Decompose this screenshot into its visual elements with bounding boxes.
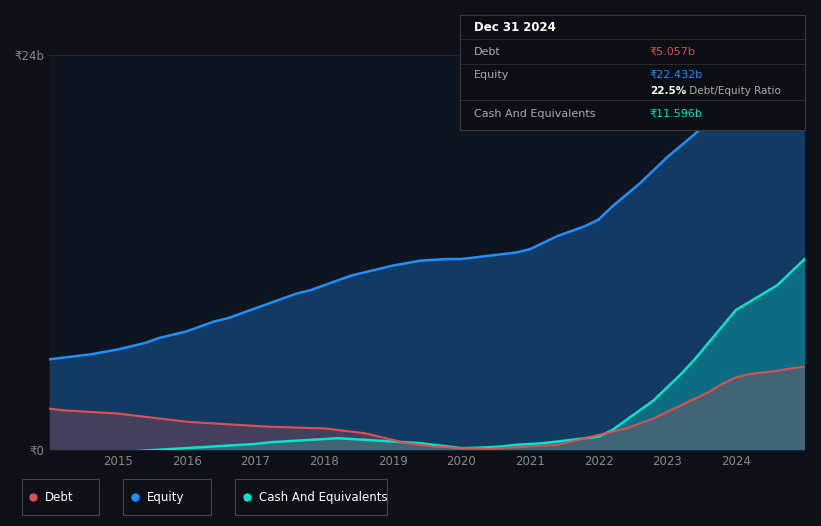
Text: Cash And Equivalents: Cash And Equivalents	[259, 491, 388, 503]
Text: ₹22.432b: ₹22.432b	[649, 70, 703, 80]
Text: Debt/Equity Ratio: Debt/Equity Ratio	[686, 86, 781, 96]
Text: Equity: Equity	[147, 491, 184, 503]
Text: ₹5.057b: ₹5.057b	[649, 47, 695, 57]
Text: Dec 31 2024: Dec 31 2024	[474, 21, 556, 34]
Text: Equity: Equity	[474, 70, 509, 80]
Text: Debt: Debt	[474, 47, 501, 57]
Text: 22.5%: 22.5%	[649, 86, 686, 96]
Text: Debt: Debt	[45, 491, 74, 503]
Text: Cash And Equivalents: Cash And Equivalents	[474, 109, 595, 119]
Text: ₹11.596b: ₹11.596b	[649, 109, 703, 119]
